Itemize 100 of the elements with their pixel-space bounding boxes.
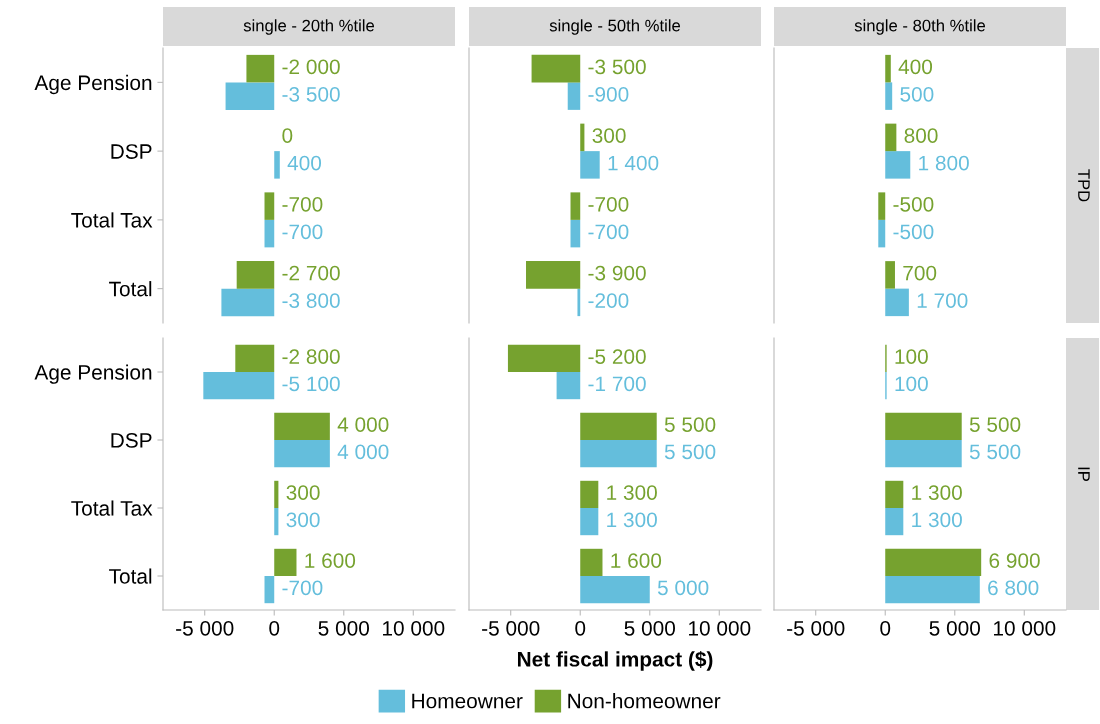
- y-tick-label: Total: [109, 281, 152, 297]
- x-axis-title: Net fiscal impact ($): [517, 650, 713, 671]
- bar: [580, 480, 599, 508]
- y-tick-label: Age Pension: [34, 364, 152, 384]
- bar: [878, 219, 886, 248]
- data-label: 300: [286, 512, 320, 528]
- data-label: 1 400: [608, 155, 659, 171]
- y-tick-label: Total Tax: [71, 212, 153, 228]
- legend-label: Non-homeowner: [568, 693, 721, 709]
- data-label: 300: [286, 485, 320, 500]
- data-label: -700: [588, 196, 629, 212]
- data-label: 1 700: [917, 293, 968, 308]
- data-label: 0: [282, 128, 293, 143]
- data-label: 100: [895, 376, 928, 392]
- x-tick-label: 10 000: [689, 620, 751, 636]
- bar: [885, 576, 980, 604]
- data-label: -1 700: [588, 376, 646, 392]
- data-label: 5 500: [664, 417, 716, 432]
- x-tick-label: -5 000: [787, 620, 845, 636]
- data-label: 1 600: [305, 553, 356, 568]
- bar: [885, 480, 904, 508]
- data-label: 1 300: [912, 512, 962, 528]
- x-tick-label: 0: [269, 620, 280, 636]
- data-label: -2 800: [282, 349, 340, 364]
- bar: [556, 372, 581, 400]
- bar: [885, 548, 982, 576]
- data-label: -2 000: [282, 59, 340, 75]
- bar: [507, 344, 581, 372]
- data-label: 100: [895, 349, 928, 364]
- x-tick-label: 0: [880, 620, 891, 636]
- data-label: -3 900: [588, 265, 646, 281]
- y2-axis-title: IP: [1078, 467, 1090, 481]
- data-label: 5 500: [969, 444, 1021, 460]
- data-label: 700: [903, 265, 937, 281]
- data-label: -700: [282, 196, 323, 212]
- bar: [885, 261, 895, 289]
- bar: [264, 576, 275, 604]
- bar: [885, 82, 893, 110]
- data-label: 5 500: [969, 417, 1021, 432]
- y-tick-label: Total: [109, 568, 152, 584]
- bar: [885, 151, 911, 179]
- bar: [580, 440, 657, 468]
- data-label: -3 500: [282, 86, 340, 102]
- bar: [580, 508, 599, 536]
- data-label: 6 800: [988, 580, 1039, 596]
- data-label: -2 700: [282, 265, 340, 281]
- bar: [885, 412, 962, 440]
- x-tick-label: 10 000: [994, 620, 1056, 636]
- bar: [885, 288, 909, 317]
- data-label: 5 500: [664, 444, 716, 460]
- data-label: 300: [592, 128, 626, 143]
- data-label: -700: [282, 580, 323, 596]
- bar: [274, 480, 279, 508]
- chart-title: single - 80th %tile: [854, 19, 986, 35]
- y2-axis-title: TPD: [1078, 169, 1090, 202]
- data-label: 1 300: [607, 485, 657, 500]
- data-label: -200: [588, 293, 629, 308]
- data-label: 400: [898, 59, 933, 75]
- chart-title: single - 50th %tile: [549, 19, 681, 35]
- legend-label: Homeowner: [412, 693, 523, 709]
- data-label: 6 900: [989, 553, 1040, 568]
- bar: [235, 344, 275, 372]
- data-label: 500: [900, 86, 934, 102]
- data-label: 1 300: [912, 485, 962, 500]
- data-label: 1 800: [919, 155, 969, 171]
- y-tick-label: Age Pension: [34, 74, 152, 95]
- y-tick-label: Total Tax: [71, 500, 153, 516]
- data-label: -5 200: [588, 349, 646, 364]
- bar: [885, 508, 904, 536]
- x-tick-label: -5 000: [176, 620, 234, 636]
- bar: [203, 372, 275, 400]
- x-tick-label: -5 000: [482, 620, 540, 636]
- bar: [878, 192, 886, 220]
- data-label: -3 500: [588, 59, 646, 75]
- bar: [274, 548, 297, 576]
- data-label: -700: [282, 224, 323, 240]
- bar: [885, 123, 897, 152]
- data-label: 400: [287, 155, 322, 171]
- data-label: -5 100: [282, 376, 340, 392]
- data-label: -500: [893, 224, 934, 240]
- data-label: -3 800: [282, 293, 340, 308]
- bar: [885, 54, 891, 83]
- chart-title: single - 20th %tile: [243, 19, 375, 35]
- x-tick-label: 5 000: [318, 620, 370, 636]
- y-tick-label: DSP: [111, 144, 152, 159]
- data-label: 4 000: [337, 444, 389, 460]
- x-tick-label: 5 000: [624, 620, 676, 636]
- bar: [885, 440, 962, 468]
- data-label: -900: [588, 86, 629, 102]
- y-tick-label: DSP: [111, 433, 152, 448]
- data-label: 1 300: [607, 512, 657, 528]
- data-label: 5 000: [657, 580, 709, 596]
- data-label: -700: [588, 224, 629, 240]
- bar: [580, 576, 650, 604]
- x-tick-label: 5 000: [929, 620, 981, 636]
- x-tick-label: 10 000: [383, 620, 445, 636]
- x-tick-label: 0: [575, 620, 586, 636]
- data-label: 1 600: [611, 553, 662, 568]
- bar: [274, 508, 279, 536]
- data-label: -500: [893, 196, 934, 212]
